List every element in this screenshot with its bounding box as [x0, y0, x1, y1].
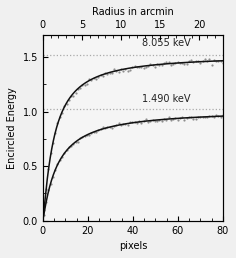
X-axis label: pixels: pixels [119, 241, 147, 251]
Text: 1.490 keV: 1.490 keV [142, 94, 190, 104]
Y-axis label: Encircled Energy: Encircled Energy [7, 87, 17, 169]
Text: 8.055 keV: 8.055 keV [142, 38, 191, 49]
X-axis label: Radius in arcmin: Radius in arcmin [92, 7, 174, 17]
